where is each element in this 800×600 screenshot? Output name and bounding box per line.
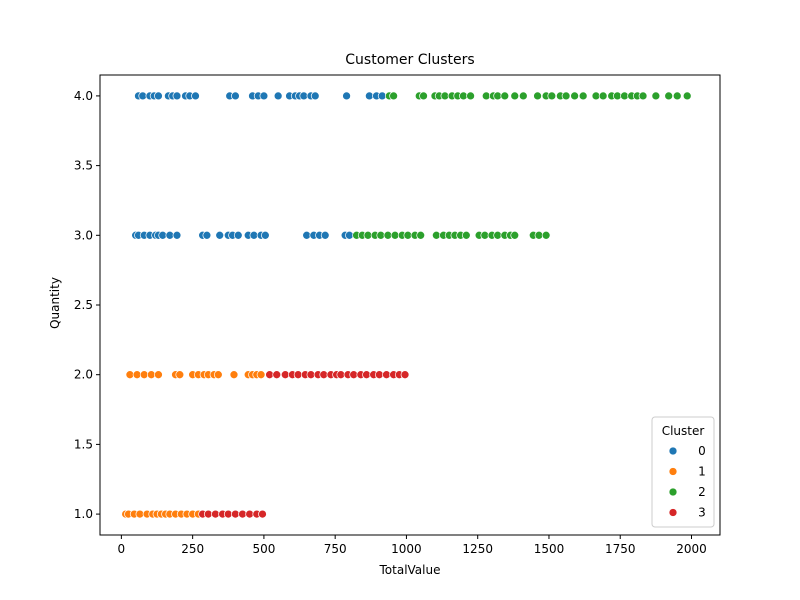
data-point-cluster-2 xyxy=(682,91,692,101)
data-point-cluster-1 xyxy=(256,370,266,380)
data-point-cluster-2 xyxy=(389,91,398,101)
data-point-cluster-2 xyxy=(416,230,426,240)
legend-label-cluster-3: 3 xyxy=(698,506,706,520)
x-tick-label: 1750 xyxy=(605,542,636,556)
data-point-cluster-2 xyxy=(570,91,579,101)
data-point-cluster-2 xyxy=(561,91,571,101)
data-point-cluster-0 xyxy=(231,91,240,101)
data-point-cluster-2 xyxy=(598,91,608,101)
legend-label-cluster-0: 0 xyxy=(698,444,706,458)
legend-items: 0 1 2 3 xyxy=(668,444,706,520)
x-tick-label: 2000 xyxy=(676,542,707,556)
data-point-cluster-2 xyxy=(466,91,475,101)
data-point-cluster-0 xyxy=(202,230,212,240)
x-axis-ticks: 0 250 500 750 1000 1250 1500 1750 2000 xyxy=(118,535,707,556)
x-tick-label: 500 xyxy=(252,542,275,556)
data-point-cluster-0 xyxy=(259,91,269,101)
data-point-cluster-2 xyxy=(672,91,682,101)
data-point-cluster-2 xyxy=(518,91,528,101)
data-point-cluster-2 xyxy=(638,91,648,101)
data-point-cluster-0 xyxy=(310,91,320,101)
points-layer xyxy=(121,91,692,519)
legend-marker-cluster-1 xyxy=(668,467,678,476)
data-point-cluster-2 xyxy=(578,91,588,101)
y-axis-ticks: 1.0 1.5 2.0 2.5 3.0 3.5 4.0 xyxy=(74,89,100,521)
data-point-cluster-0 xyxy=(320,230,330,240)
data-point-cluster-1 xyxy=(229,370,239,380)
legend-label-cluster-1: 1 xyxy=(698,465,706,479)
data-point-cluster-1 xyxy=(175,370,185,380)
data-point-cluster-0 xyxy=(215,230,225,240)
plot-area xyxy=(99,74,721,536)
legend-title: Cluster xyxy=(662,424,705,438)
data-point-cluster-0 xyxy=(260,230,270,240)
legend-marker-cluster-0 xyxy=(668,446,678,456)
x-tick-label: 1500 xyxy=(534,542,565,556)
data-point-cluster-2 xyxy=(510,91,520,101)
y-tick-label: 3.5 xyxy=(74,159,93,173)
data-point-cluster-0 xyxy=(273,91,283,101)
x-tick-label: 750 xyxy=(324,542,347,556)
data-point-cluster-3 xyxy=(272,370,282,380)
data-point-cluster-1 xyxy=(213,370,223,380)
legend-label-cluster-2: 2 xyxy=(698,485,706,499)
data-point-cluster-2 xyxy=(419,91,428,101)
data-point-cluster-0 xyxy=(233,230,243,240)
chart-title: Customer Clusters xyxy=(345,52,474,68)
data-point-cluster-0 xyxy=(172,91,182,101)
data-point-cluster-0 xyxy=(191,91,200,101)
legend-marker-cluster-2 xyxy=(668,487,678,497)
y-axis-label: Quantity xyxy=(48,277,62,329)
data-point-cluster-0 xyxy=(342,91,351,101)
y-tick-label: 2.5 xyxy=(74,298,93,312)
y-tick-label: 2.0 xyxy=(74,368,93,382)
data-point-cluster-2 xyxy=(651,91,661,101)
data-point-cluster-1 xyxy=(154,370,163,380)
data-point-cluster-3 xyxy=(400,370,410,380)
data-point-cluster-2 xyxy=(500,91,510,101)
legend: Cluster 0 1 2 3 xyxy=(651,416,715,528)
data-point-cluster-2 xyxy=(533,91,542,101)
data-point-cluster-0 xyxy=(172,230,182,240)
legend-frame xyxy=(651,416,715,528)
x-tick-label: 1000 xyxy=(391,542,422,556)
x-tick-label: 250 xyxy=(181,542,204,556)
x-tick-label: 0 xyxy=(118,542,126,556)
x-axis-label: TotalValue xyxy=(379,563,441,577)
x-tick-label: 1250 xyxy=(462,542,493,556)
data-point-cluster-2 xyxy=(541,230,551,240)
y-tick-label: 3.0 xyxy=(74,228,93,242)
y-tick-label: 1.5 xyxy=(74,437,93,451)
data-point-cluster-0 xyxy=(154,91,163,101)
data-point-cluster-3 xyxy=(258,509,267,519)
data-point-cluster-2 xyxy=(547,91,557,101)
data-point-cluster-2 xyxy=(664,91,674,101)
y-tick-label: 1.0 xyxy=(74,507,93,521)
y-tick-label: 4.0 xyxy=(74,89,93,103)
data-point-cluster-2 xyxy=(461,230,471,240)
data-point-cluster-2 xyxy=(510,230,520,240)
legend-marker-cluster-3 xyxy=(668,508,678,517)
